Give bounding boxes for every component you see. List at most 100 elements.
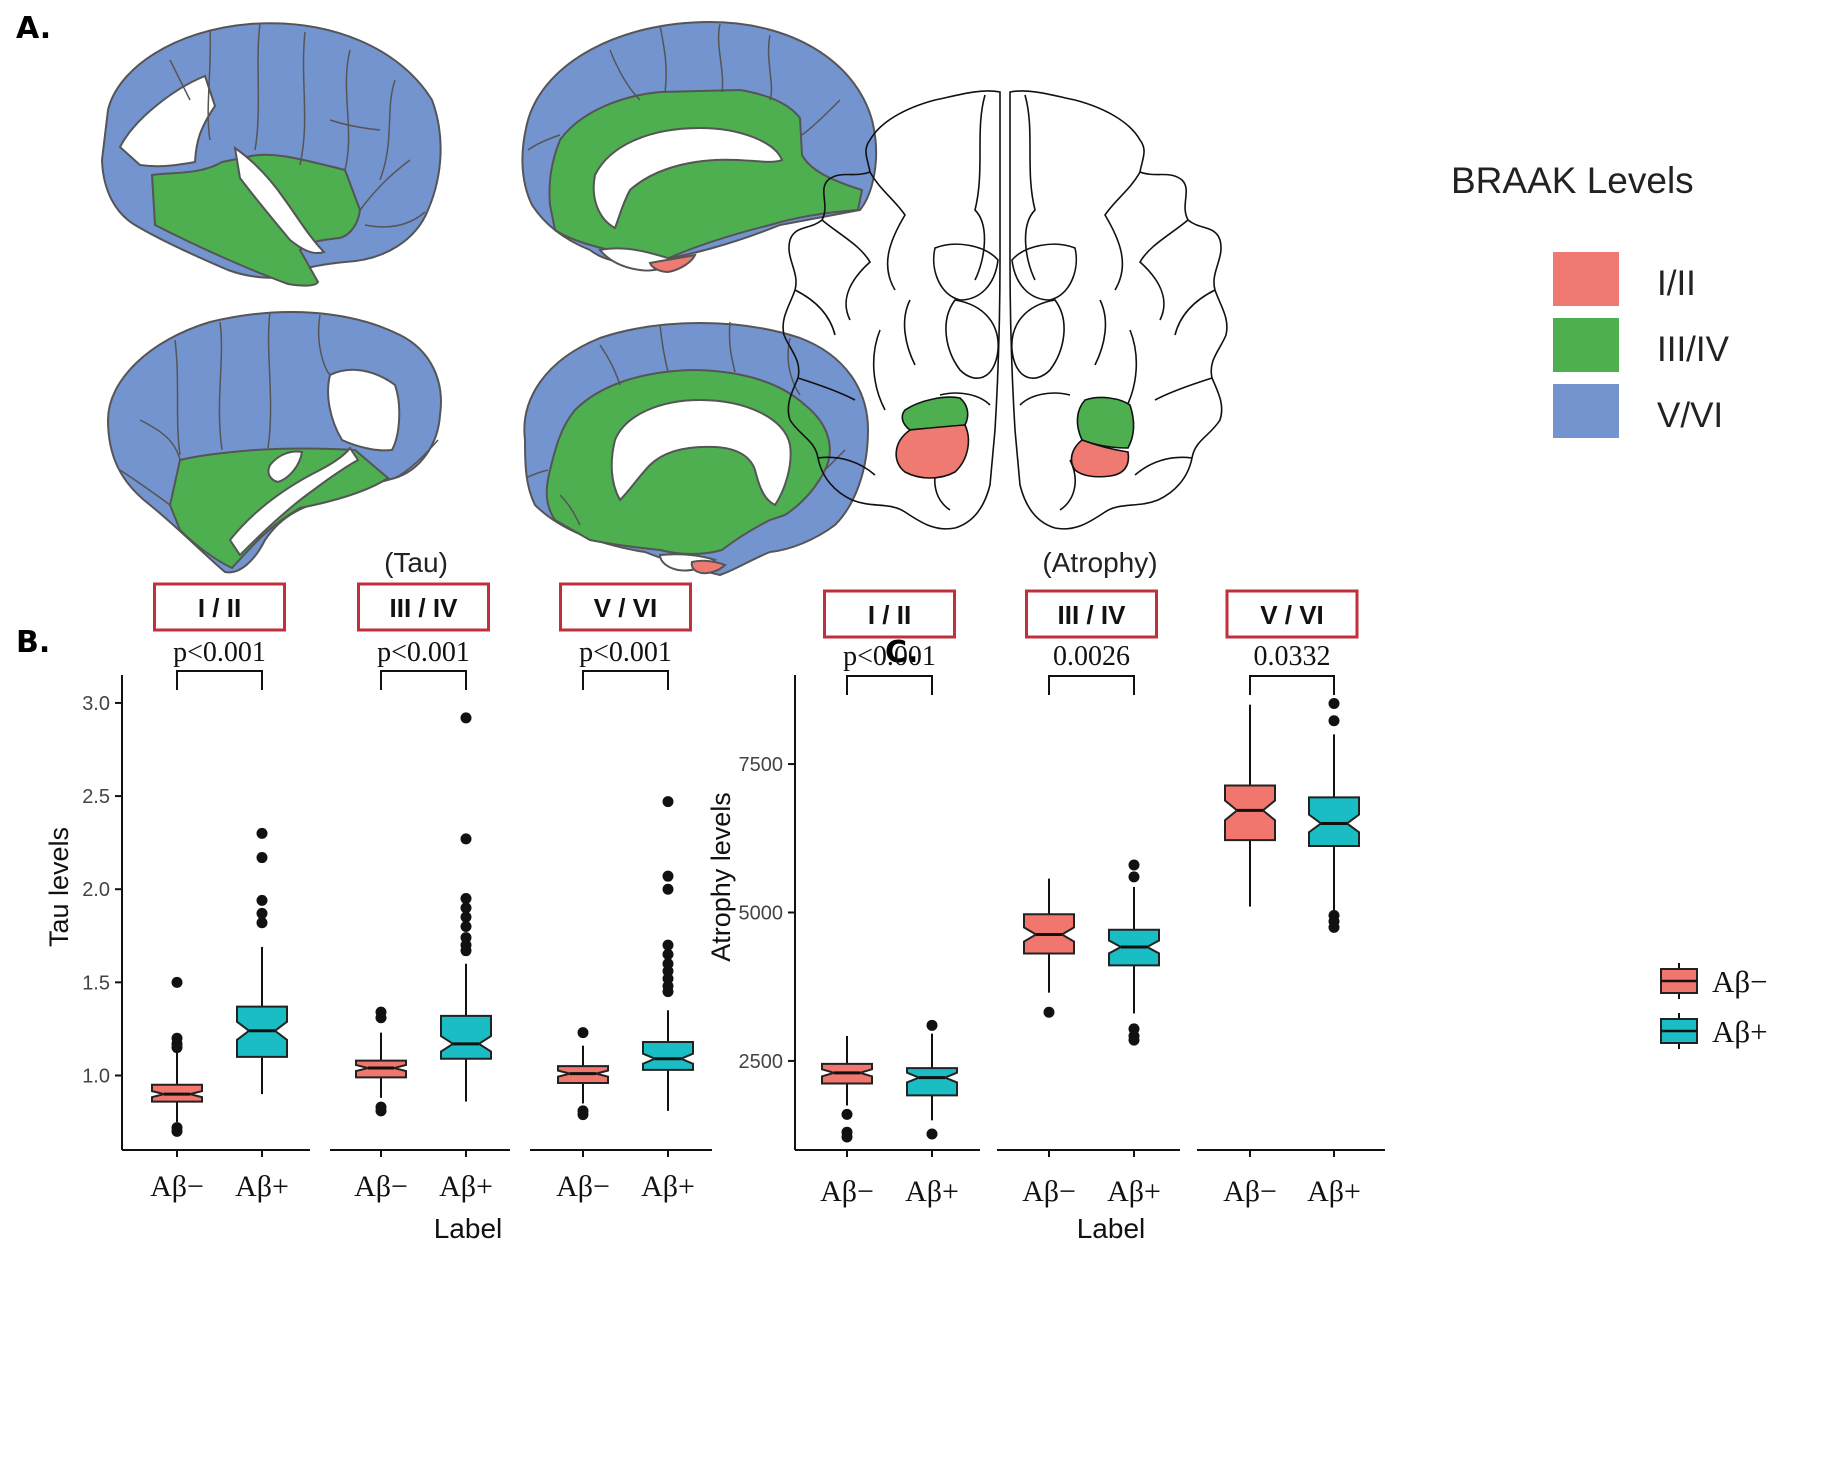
atrophy-facet-3-neg-iqr bbox=[1224, 784, 1276, 842]
atrophy-facet-3-pos-outlier-4 bbox=[1328, 921, 1340, 933]
tau-facet-2-bracket bbox=[380, 670, 467, 690]
tau-ylabel: Tau levels bbox=[44, 827, 74, 947]
tau-facet-3-pvalue: p<0.001 bbox=[579, 637, 672, 668]
tau-facet-2-pos-xtick-label: Aβ+ bbox=[439, 1170, 493, 1203]
tau-facet-3: V / VI p<0.001 Aβ− Aβ+ bbox=[530, 582, 712, 1203]
tau-facet-1-neg-outlier-0 bbox=[171, 976, 183, 988]
tau-facet-2-neg-box bbox=[355, 1006, 407, 1117]
atrophy-facet-2-pos-xtick-label: Aβ+ bbox=[1107, 1175, 1161, 1208]
atrophy-facet-3-neg-box bbox=[1224, 704, 1276, 907]
atrophy-facet-3-pos-iqr bbox=[1308, 796, 1360, 847]
atrophy-facet-2-bracket bbox=[1048, 675, 1135, 695]
tau-xlabel: Label bbox=[434, 1213, 503, 1244]
atrophy-facet-2-pos-outlier-4 bbox=[1128, 1034, 1140, 1046]
atrophy-facet-1-neg-xtick-label: Aβ− bbox=[820, 1175, 874, 1208]
braak-legend: BRAAK Levels I/II III/IV V/VI bbox=[1451, 160, 1730, 438]
group-legend-label-pos: Aβ+ bbox=[1712, 1014, 1768, 1049]
braak-swatch-2 bbox=[1553, 318, 1619, 372]
tau-ytick-label-3: 2.5 bbox=[82, 786, 110, 808]
atrophy-facet-1-bracket bbox=[846, 675, 933, 695]
atrophy-ytick-label-2: 7500 bbox=[739, 754, 784, 776]
atrophy-facet-2-label: III / IV bbox=[1058, 600, 1127, 630]
tau-facet-2-pos-outlier-8 bbox=[460, 945, 472, 957]
brain-lateral-bottom-hole-1 bbox=[327, 368, 401, 452]
atrophy-facet-1-neg-outlier-2 bbox=[841, 1131, 853, 1143]
atrophy-facet-1-pos-box bbox=[906, 1019, 958, 1140]
tau-facet-1-neg-outlier-3 bbox=[171, 1042, 183, 1054]
tau-facet-2-pos-outlier-4 bbox=[460, 911, 472, 923]
tau-facet-1-pos-outlier-3 bbox=[256, 907, 268, 919]
coronal-right-green bbox=[1076, 396, 1135, 449]
tau-facet-2-pos-outlier-3 bbox=[460, 902, 472, 914]
atrophy-facet-2: III / IV 0.0026 Aβ− Aβ+ bbox=[997, 589, 1180, 1208]
tau-facet-2-pos-outlier-1 bbox=[460, 833, 472, 845]
atrophy-facet-3-pos-box bbox=[1308, 698, 1360, 933]
atrophy-facet-1-pos-xtick-label: Aβ+ bbox=[905, 1175, 959, 1208]
atrophy-facet-3-pvalue: 0.0332 bbox=[1254, 641, 1331, 672]
tau-facet-1-pvalue: p<0.001 bbox=[173, 637, 266, 668]
coronal-right-red bbox=[1070, 439, 1130, 478]
tau-ytick-label-0: 1.0 bbox=[82, 1065, 110, 1087]
tau-facet-3-pos-outlier-3 bbox=[662, 939, 674, 951]
atrophy-facet-2-pos-outlier-0 bbox=[1128, 859, 1140, 871]
brain-lateral-top bbox=[100, 22, 442, 287]
atrophy-facet-3-pos-xtick-label: Aβ+ bbox=[1307, 1175, 1361, 1208]
braak-legend-title: BRAAK Levels bbox=[1451, 160, 1694, 201]
panel-c-letter: C. bbox=[885, 635, 918, 670]
brain-lateral-top-hole-1 bbox=[118, 74, 217, 168]
tau-facet-3-pos-box bbox=[642, 796, 694, 1111]
atrophy-ytick-label-0: 2500 bbox=[739, 1051, 784, 1073]
tau-facet-1-pos-box bbox=[236, 827, 288, 1095]
tau-facet-3-pos-iqr bbox=[642, 1040, 694, 1071]
group-legend-entry-pos: Aβ+ bbox=[1660, 1013, 1768, 1049]
tau-facet-2-neg-xtick-label: Aβ− bbox=[354, 1170, 408, 1203]
brain-medial-top-limbic bbox=[548, 88, 864, 264]
atrophy-facet-3: V / VI 0.0332 Aβ− Aβ+ bbox=[1197, 589, 1385, 1208]
brain-lateral-bottom bbox=[106, 311, 442, 574]
atrophy-facet-1-pos-iqr bbox=[906, 1067, 958, 1097]
brain-lateral-top-hole-2 bbox=[233, 145, 326, 254]
tau-facet-2-pos-box bbox=[440, 712, 492, 1102]
brain-medial-bottom bbox=[523, 321, 870, 577]
atrophy-facet-3-label: V / VI bbox=[1260, 600, 1324, 630]
tau-title: (Tau) bbox=[384, 547, 448, 578]
tau-facet-3-neg-xtick-label: Aβ− bbox=[556, 1170, 610, 1203]
atrophy-facet-1-neg-box bbox=[821, 1036, 873, 1143]
panel-a-letter: A. bbox=[16, 11, 51, 46]
group-legend-label-neg: Aβ− bbox=[1712, 964, 1768, 999]
tau-ytick-label-2: 2.0 bbox=[82, 879, 110, 901]
tau-facet-2-label: III / IV bbox=[390, 593, 459, 623]
brain-lateral-bottom-hole-2 bbox=[228, 446, 360, 557]
atrophy-facet-2-neg-outlier-0 bbox=[1043, 1006, 1055, 1018]
tau-facet-2-pos-iqr bbox=[440, 1014, 492, 1060]
tau-facet-3-frame bbox=[559, 582, 692, 632]
tau-facet-2-neg-outlier-3 bbox=[375, 1105, 387, 1117]
braak-swatch-1 bbox=[1553, 252, 1619, 306]
atrophy-facet-3-neg-xtick-label: Aβ− bbox=[1223, 1175, 1277, 1208]
tau-facet-3-pos-outlier-1 bbox=[662, 870, 674, 882]
atrophy-facet-2-neg-xtick-label: Aβ− bbox=[1022, 1175, 1076, 1208]
tau-facet-2: III / IV p<0.001 Aβ− Aβ+ bbox=[330, 582, 510, 1203]
tau-facet-2-pvalue: p<0.001 bbox=[377, 637, 470, 668]
atrophy-facet-3-frame bbox=[1225, 589, 1359, 639]
tau-facet-3-label: V / VI bbox=[594, 593, 658, 623]
atrophy-title: (Atrophy) bbox=[1042, 547, 1157, 578]
atrophy-ytick-label-1: 5000 bbox=[739, 903, 784, 925]
braak-legend-label-3: V/VI bbox=[1657, 396, 1723, 435]
atrophy-facet-1-pos-outlier-1 bbox=[926, 1128, 938, 1140]
braak-legend-label-2: III/IV bbox=[1657, 330, 1730, 369]
group-legend: Aβ− Aβ+ bbox=[1660, 963, 1768, 1049]
tau-facet-1-neg-box bbox=[151, 976, 203, 1137]
tau-facet-1-neg-outlier-5 bbox=[171, 1125, 183, 1137]
atrophy-ylabel: Atrophy levels bbox=[706, 792, 736, 962]
coronal-left-red bbox=[895, 424, 970, 479]
tau-facet-3-pos-outlier-9 bbox=[662, 986, 674, 998]
tau-facet-1: I / II p<0.001 Aβ− Aβ+ bbox=[122, 582, 310, 1203]
tau-facet-1-pos-outlier-0 bbox=[256, 827, 268, 839]
braak-legend-entry-1: I/II bbox=[1553, 252, 1696, 306]
brain-lateral-bottom-hole-3 bbox=[267, 450, 304, 484]
atrophy-facet-2-pvalue: 0.0026 bbox=[1053, 641, 1130, 672]
tau-facet-3-pos-outlier-0 bbox=[662, 796, 674, 808]
